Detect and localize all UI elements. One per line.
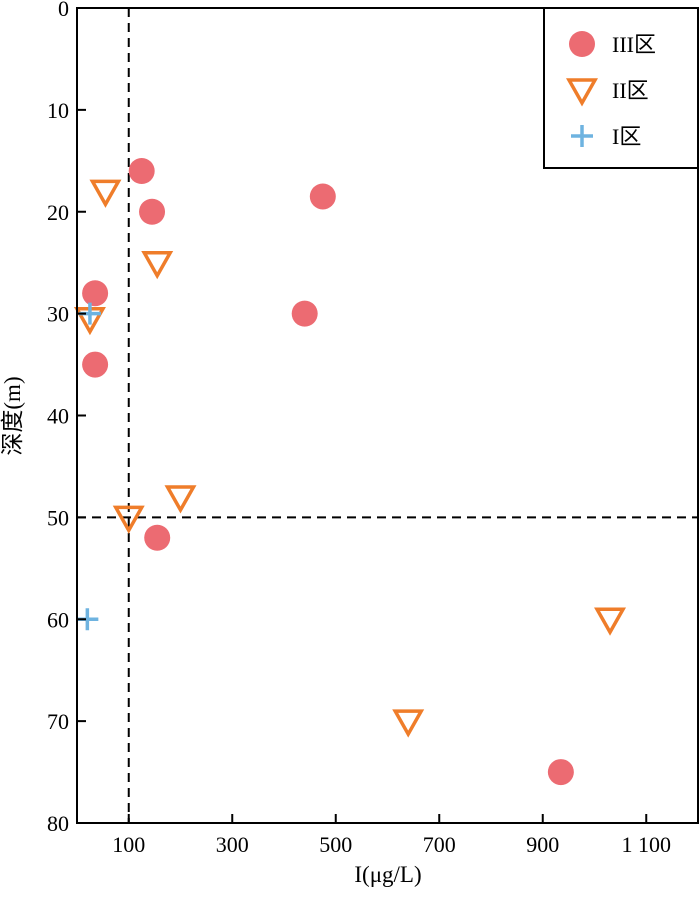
data-point-circle-0-1 bbox=[139, 198, 166, 225]
x-tick-label: 100 bbox=[112, 832, 145, 857]
legend-label: III区 bbox=[612, 32, 656, 57]
legend-marker-circle bbox=[569, 31, 595, 57]
x-tick-label: 1 100 bbox=[622, 832, 672, 857]
legend: III区 II区 I区 bbox=[543, 7, 699, 169]
y-tick-label: 80 bbox=[47, 811, 69, 836]
legend-box bbox=[543, 7, 699, 169]
y-tick-label: 40 bbox=[47, 404, 69, 429]
y-tick-label: 0 bbox=[58, 0, 69, 21]
x-axis-label: I(μg/L) bbox=[354, 862, 421, 887]
y-tick-label: 50 bbox=[47, 505, 69, 530]
data-point-triangle-down-1-4 bbox=[112, 505, 145, 534]
data-point-circle-0-0 bbox=[128, 158, 155, 184]
data-point-triangle-down-1-6 bbox=[392, 709, 425, 738]
legend-label: II区 bbox=[612, 78, 649, 103]
data-point-circle-0-4 bbox=[291, 300, 318, 327]
y-tick-label: 70 bbox=[47, 709, 69, 734]
y-tick-label: 30 bbox=[47, 302, 69, 327]
y-tick-label: 60 bbox=[47, 607, 69, 632]
y-tick-label: 20 bbox=[47, 200, 69, 225]
reference-lines bbox=[77, 8, 698, 823]
legend-marker-triangle-down bbox=[566, 78, 598, 107]
data-point-circle-0-7 bbox=[547, 759, 574, 786]
legend-marker-plus bbox=[571, 125, 593, 147]
y-axis-label: 深度(m) bbox=[0, 376, 25, 455]
data-markers bbox=[73, 158, 627, 786]
data-point-triangle-down-1-0 bbox=[89, 179, 122, 208]
data-point-circle-0-3 bbox=[82, 280, 109, 307]
x-tick-label: 300 bbox=[216, 832, 249, 857]
data-point-triangle-down-1-5 bbox=[594, 607, 627, 636]
legend-label: I区 bbox=[612, 124, 641, 149]
axes: 0 10 20 30 40 50 60 70 80 100 300 500 700 900 1 100 bbox=[47, 0, 699, 857]
y-tick-label: 10 bbox=[47, 98, 69, 123]
x-tick-label: 700 bbox=[423, 832, 456, 857]
data-point-circle-0-2 bbox=[309, 183, 336, 210]
data-point-circle-0-6 bbox=[144, 524, 171, 551]
data-point-triangle-down-1-1 bbox=[141, 250, 174, 280]
data-point-triangle-down-1-3 bbox=[164, 485, 197, 514]
x-tick-label: 900 bbox=[526, 832, 559, 857]
x-tick-label: 500 bbox=[319, 832, 352, 857]
data-point-circle-0-5 bbox=[82, 351, 109, 378]
